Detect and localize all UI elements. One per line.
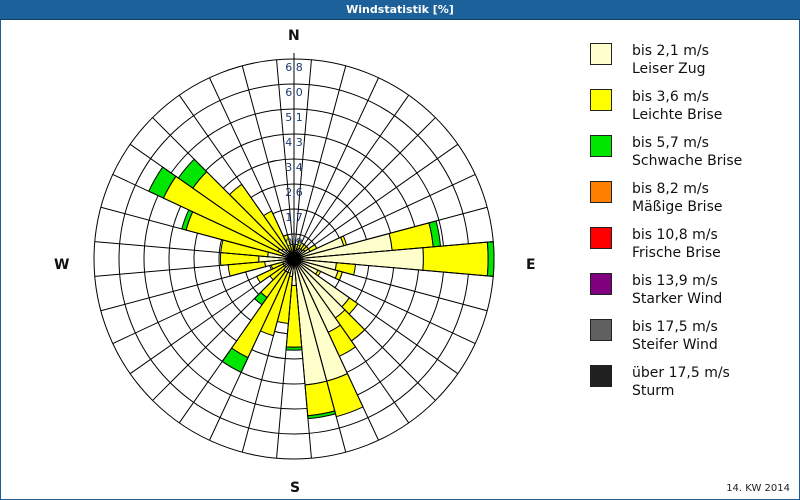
legend-range: bis 2,1 m/s	[632, 43, 709, 59]
legend-swatch	[590, 89, 612, 111]
svg-text:6,0: 6,0	[285, 86, 303, 99]
south-label: S	[290, 480, 301, 496]
legend-range: bis 10,8 m/s	[632, 227, 718, 243]
legend-label: Sturm	[632, 383, 675, 399]
svg-text:5,1: 5,1	[285, 111, 303, 124]
legend-range: bis 3,6 m/s	[632, 89, 709, 105]
legend-swatch	[590, 227, 612, 249]
legend-range: bis 17,5 m/s	[632, 319, 718, 335]
svg-text:3,4: 3,4	[285, 161, 303, 174]
legend-label: Starker Wind	[632, 291, 723, 307]
radial-tick-labels: 0,9 1,7 2,6 3,4 4,3 5,1 6,0 6,8	[285, 61, 303, 249]
legend-label: Mäßige Brise	[632, 199, 723, 215]
svg-text:2,6: 2,6	[285, 186, 303, 199]
direction-spokes	[94, 53, 494, 459]
legend-swatch	[590, 181, 612, 203]
svg-text:4,3: 4,3	[285, 136, 303, 149]
legend-range: bis 8,2 m/s	[632, 181, 709, 197]
legend-range: bis 5,7 m/s	[632, 135, 709, 151]
legend-label: Leiser Zug	[632, 61, 706, 77]
legend-label: Schwache Brise	[632, 153, 743, 169]
legend-swatch	[590, 135, 612, 157]
legend-range: über 17,5 m/s	[632, 365, 730, 381]
wind-rose-chart: 0,9 1,7 2,6 3,4 4,3 5,1 6,0 6,8	[93, 53, 495, 460]
legend-label: Steifer Wind	[632, 337, 718, 353]
legend-swatch	[590, 273, 612, 295]
svg-text:1,7: 1,7	[285, 211, 303, 224]
legend-swatch	[590, 365, 612, 387]
svg-text:6,8: 6,8	[285, 61, 303, 74]
legend-range: bis 13,9 m/s	[632, 273, 718, 289]
legend-label: Leichte Brise	[632, 107, 723, 123]
legend-label: Frische Brise	[632, 245, 721, 261]
legend-swatch	[590, 319, 612, 341]
calendar-week-label: 14. KW 2014	[726, 483, 790, 494]
wind-rose-petals	[148, 158, 495, 420]
legend-swatch	[590, 43, 612, 65]
east-label: E	[526, 257, 536, 273]
svg-text:0,9: 0,9	[285, 236, 303, 249]
west-label: W	[54, 257, 70, 273]
window-title: Windstatistik [%]	[0, 0, 800, 20]
north-label: N	[288, 28, 300, 44]
